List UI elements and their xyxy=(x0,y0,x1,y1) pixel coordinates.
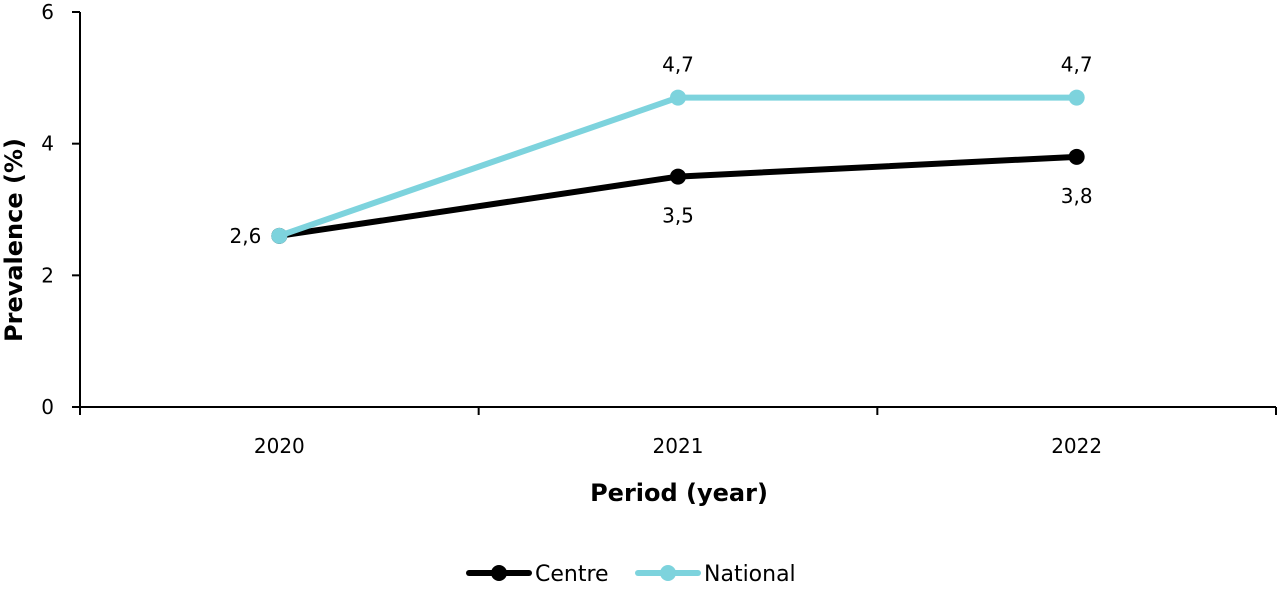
x-tick-label: 2020 xyxy=(254,434,305,458)
y-tick-label: 2 xyxy=(41,263,54,287)
data-point-centre xyxy=(670,168,686,185)
series-layer xyxy=(271,89,1085,244)
data-label-centre: 3,8 xyxy=(1061,184,1093,208)
x-axis-title: Period (year) xyxy=(590,479,768,507)
legend-swatch-marker xyxy=(491,565,507,581)
legend-swatch-marker xyxy=(660,565,676,581)
data-label-centre: 2,6 xyxy=(230,224,262,248)
data-label-national: 4,7 xyxy=(662,53,694,77)
data-point-national xyxy=(271,227,288,244)
legend-label: National xyxy=(704,562,796,584)
data-label-centre: 3,5 xyxy=(662,204,694,228)
x-tick-label: 2021 xyxy=(653,434,704,458)
legend-label: Centre xyxy=(535,562,609,584)
data-point-national xyxy=(1068,89,1085,106)
x-tick-label: 2022 xyxy=(1051,434,1102,458)
data-label-national: 4,7 xyxy=(1061,53,1093,77)
y-tick-label: 6 xyxy=(41,0,54,24)
legend: Centre National xyxy=(466,562,796,587)
data-point-national xyxy=(670,89,686,106)
y-tick-label: 4 xyxy=(41,132,54,156)
data-labels: 2,6 3,5 3,8 4,7 4,7 xyxy=(230,53,1093,248)
y-axis-title: Prevalence (%) xyxy=(0,138,28,342)
data-point-centre xyxy=(1068,148,1085,165)
y-tick-label: 0 xyxy=(41,395,54,419)
axes: 0 2 4 6 2020 2021 2022 xyxy=(41,0,1277,458)
